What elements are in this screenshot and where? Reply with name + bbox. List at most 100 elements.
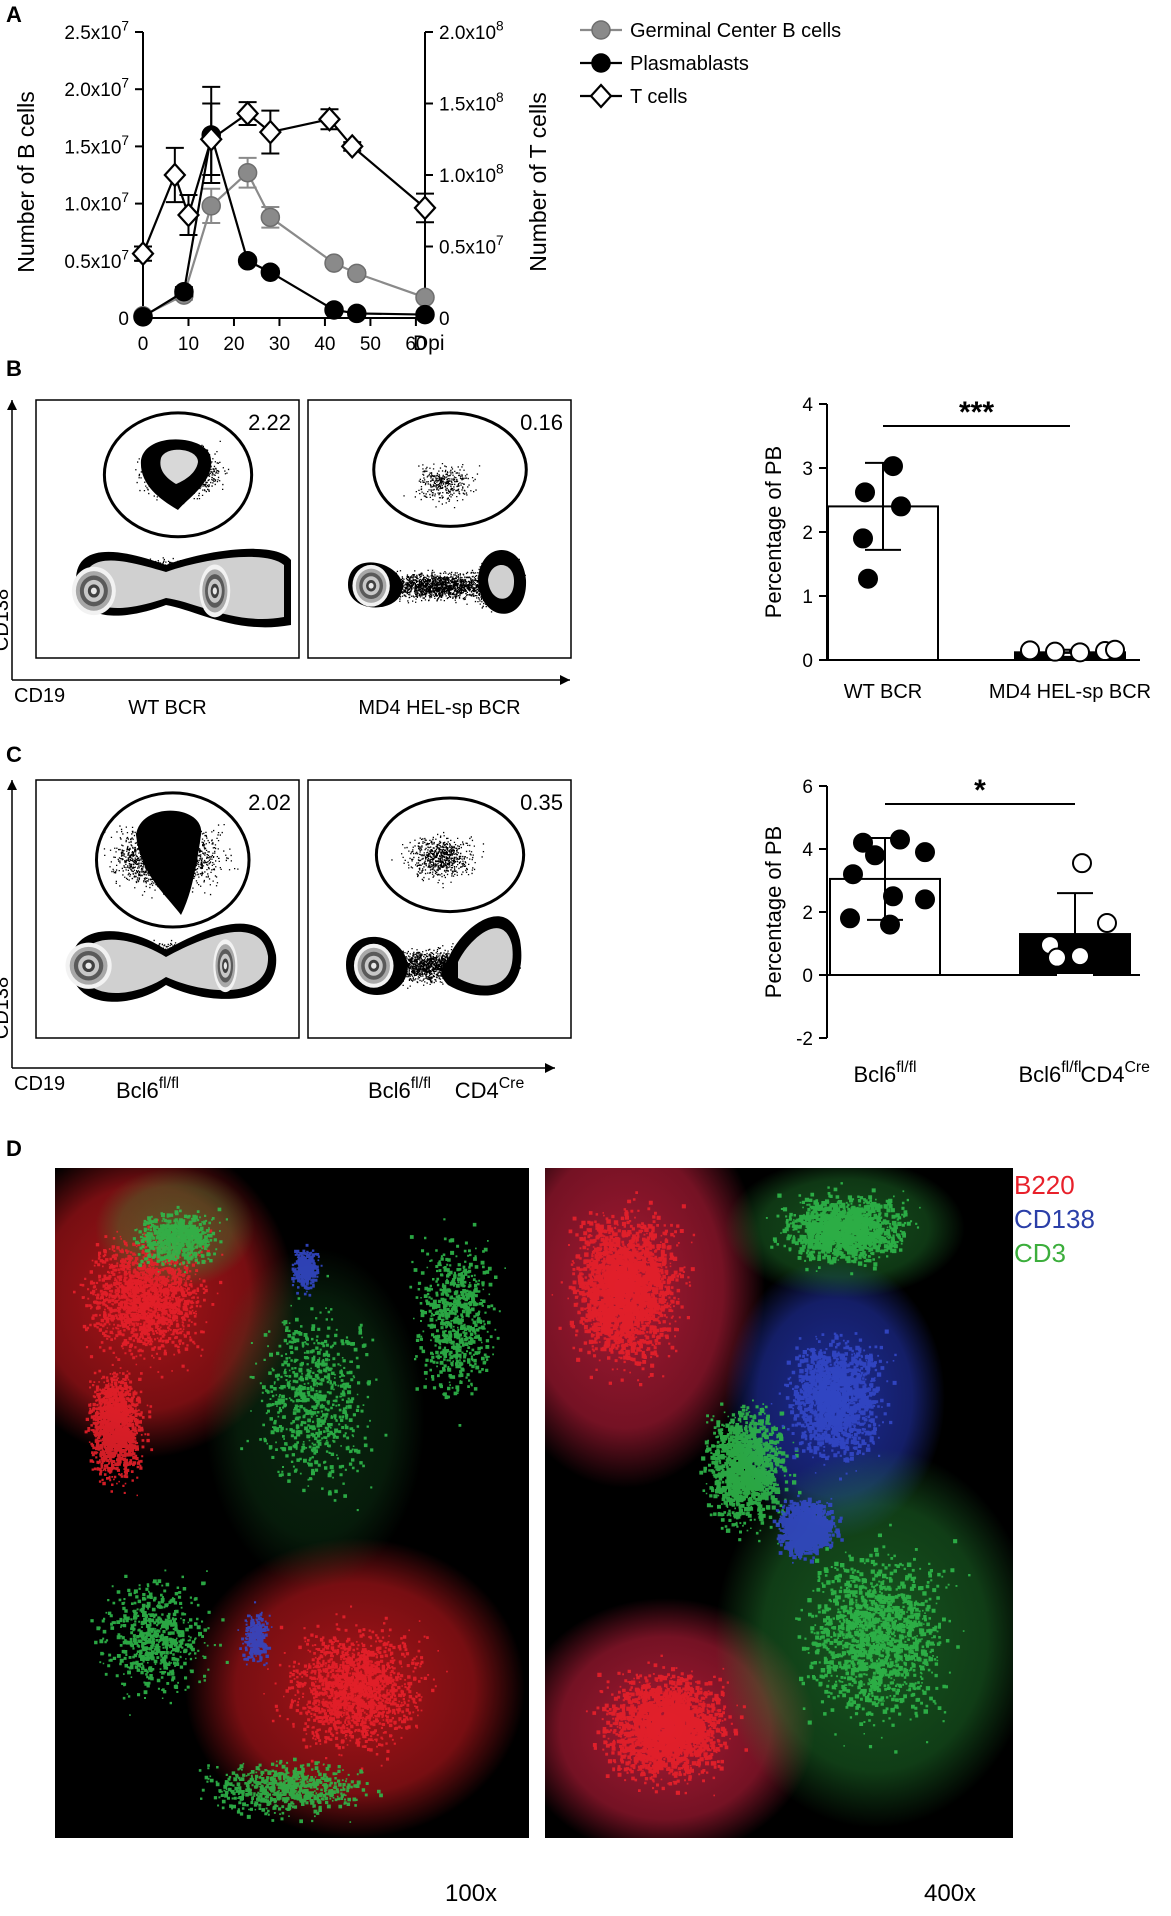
y-tick-label-left: 1.5x107 <box>64 133 129 159</box>
data-point <box>317 106 341 132</box>
data-point <box>258 119 282 145</box>
data-point <box>237 251 258 271</box>
legend-label: T cells <box>630 86 687 108</box>
bar-data-point <box>855 482 875 503</box>
flow-dots <box>85 440 260 596</box>
y-axis-label-right: Number of T cells <box>525 92 551 271</box>
data-point <box>260 262 281 282</box>
data-point <box>174 281 194 302</box>
series-line <box>141 112 426 255</box>
panel-letter-d: D <box>6 1136 22 1161</box>
bar-category-label: CD4Cre <box>1080 1059 1150 1087</box>
data-point <box>324 300 344 320</box>
density-core <box>90 587 97 595</box>
x-tick-label: 40 <box>314 334 335 355</box>
flow-y-arrowhead <box>7 780 17 790</box>
x-tick-label: 50 <box>360 334 381 355</box>
bar-data-point <box>1047 947 1067 968</box>
flow-y-arrowhead <box>7 400 17 410</box>
density-fill <box>84 556 284 620</box>
bar-data-point <box>891 496 911 517</box>
flow-dot-cloud <box>85 440 260 596</box>
flow-group-label: MD4 HEL-sp BCR <box>358 697 520 719</box>
y-tick-label-right: 2.0x108 <box>439 18 504 44</box>
flow-group-label: Bcl6fl/fl <box>368 1075 431 1103</box>
bar-data-point <box>890 829 910 850</box>
bar-y-tick-label: 4 <box>802 840 813 861</box>
bar-y-axis-label: Percentage of PB <box>761 446 786 618</box>
flow-y-label: CD138 <box>0 589 13 651</box>
bar-y-tick-label: 0 <box>802 966 813 987</box>
y-tick-label-left: 0.5x107 <box>64 247 129 273</box>
bar-y-tick-label: -2 <box>796 1029 813 1050</box>
y-tick-label-right: 1.0x108 <box>439 161 504 187</box>
plasmablast-population <box>136 810 202 915</box>
density-core <box>368 582 374 589</box>
flow-y-label: CD138 <box>0 977 13 1039</box>
plasmablast-gate <box>374 796 526 914</box>
fluorescence-signal <box>770 1329 897 1564</box>
bar-data-point <box>1045 641 1065 662</box>
bar-y-tick-label: 1 <box>802 587 813 608</box>
fluorescence-signal <box>551 1191 748 1797</box>
y-tick-label-right: 0.5x107 <box>439 233 504 259</box>
data-point <box>340 133 364 160</box>
bar-data-point <box>840 908 860 929</box>
bar-y-axis-label: Percentage of PB <box>761 826 786 998</box>
bar-data-point <box>858 568 878 589</box>
bar-y-tick-label: 4 <box>802 395 813 416</box>
bar-data-point <box>843 864 863 885</box>
bar-y-tick-label: 2 <box>802 903 813 924</box>
flow-plot-frame <box>307 779 572 1039</box>
flow-x-arrowhead <box>560 675 570 685</box>
legend-marker <box>591 53 611 73</box>
data-point <box>236 100 260 127</box>
bar-y-tick-label: 3 <box>802 459 813 480</box>
data-point <box>415 304 435 325</box>
density-outline <box>348 550 527 614</box>
legend-marker <box>589 83 613 109</box>
bar-data-point <box>915 889 935 910</box>
data-point <box>131 241 155 267</box>
x-tick-label: 20 <box>223 334 244 355</box>
significance-stars: *** <box>959 396 994 429</box>
density-core <box>85 962 92 969</box>
plasmablast-gate <box>94 791 251 929</box>
bar-data-point <box>1070 946 1090 967</box>
x-tick-label: 30 <box>269 334 290 355</box>
bar-data-point <box>1097 913 1117 934</box>
legend-label: Plasmablasts <box>630 53 749 75</box>
significance-stars: * <box>974 774 986 807</box>
flow-x-arrowhead <box>545 1063 555 1073</box>
micrograph-100x <box>55 1168 529 1838</box>
bar-category-label: Bcl6fl/fl <box>853 1059 916 1087</box>
density-fill <box>488 565 515 599</box>
bar-data-point <box>1020 640 1040 661</box>
gate-percentage: 0.35 <box>520 790 563 815</box>
bar-data-point <box>883 886 903 907</box>
bar-data-point <box>915 842 935 863</box>
data-point <box>237 162 258 183</box>
flow-x-label: CD19 <box>14 1073 65 1095</box>
panel-letter-b: B <box>6 356 22 381</box>
data-point <box>415 287 435 308</box>
stain-label-cd138: CD138 <box>1014 1204 1095 1234</box>
flow-x-label: CD19 <box>14 685 65 707</box>
bar-data-point <box>1105 639 1125 660</box>
y-tick-label-left: 0 <box>118 309 129 330</box>
y-tick-label-right: 1.5x108 <box>439 90 504 116</box>
bar-chart-b: 0 1 2 3 4 Percentage of PB *** WT BCR MD4 HEL-sp… <box>761 395 1151 703</box>
gate-percentage: 0.16 <box>520 410 563 435</box>
fluorescence-signal <box>699 1182 971 1754</box>
panel-letter-a: A <box>6 2 22 27</box>
magnification-100x-label: 100x <box>445 1880 498 1907</box>
data-point <box>199 126 223 152</box>
flow-plots-b: 2.22 0.16 CD138 CD19 WT BCR MD4 HEL-sp BCR <box>0 399 572 719</box>
x-tick-label: 10 <box>178 334 199 355</box>
data-point <box>260 207 281 228</box>
stain-label-cd3: CD3 <box>1014 1238 1067 1268</box>
plasmablast-gate <box>372 411 528 528</box>
flow-plot-frame <box>307 399 572 659</box>
bar-data-point <box>880 914 900 935</box>
data-point <box>201 196 221 216</box>
